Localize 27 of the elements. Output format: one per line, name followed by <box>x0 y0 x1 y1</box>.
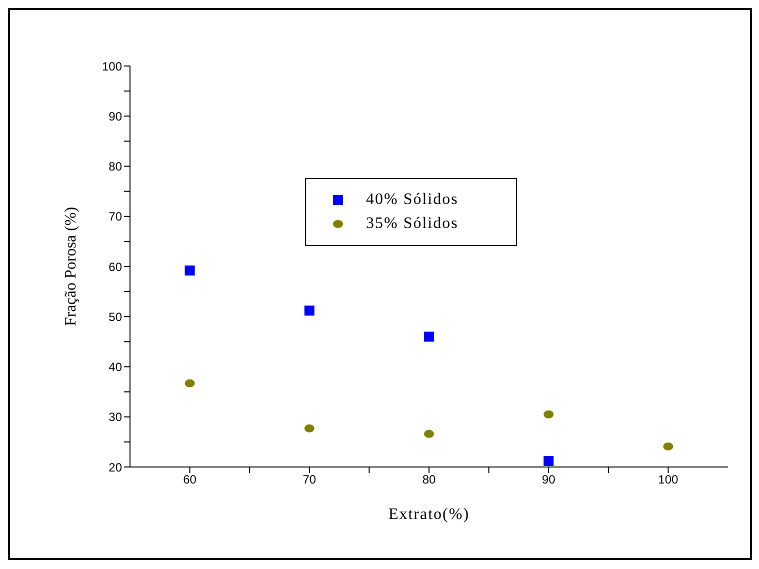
x-tick-label: 100 <box>658 472 679 487</box>
legend-label: 40% Sólidos <box>366 191 458 209</box>
point <box>184 266 195 276</box>
point <box>663 442 674 450</box>
point <box>304 424 314 432</box>
y-tick-label: 50 <box>108 310 122 324</box>
x-tick-label: 80 <box>422 472 436 487</box>
y-tick-label: 30 <box>108 410 122 424</box>
y-tick-label: 90 <box>108 109 122 124</box>
point <box>184 379 195 388</box>
x-tick-label: 90 <box>542 472 556 487</box>
point <box>544 456 554 466</box>
point <box>304 306 314 316</box>
y-tick-label: 100 <box>102 59 122 74</box>
x-tick-label: 70 <box>302 472 316 487</box>
y-tick-label: 20 <box>108 460 122 474</box>
point <box>544 410 554 418</box>
point <box>424 430 434 438</box>
y-tick-label: 60 <box>108 260 122 274</box>
x-axis-title: Extrato(%) <box>388 506 470 523</box>
y-tick-label: 40 <box>108 360 122 374</box>
legend-label: 35% Sólidos <box>366 215 458 233</box>
point <box>424 332 434 342</box>
y-axis-title: Fração Porosa (%) <box>62 206 80 326</box>
y-tick-label: 70 <box>108 210 122 224</box>
y-tick-label: 80 <box>108 160 122 174</box>
x-tick-label: 60 <box>183 472 197 487</box>
